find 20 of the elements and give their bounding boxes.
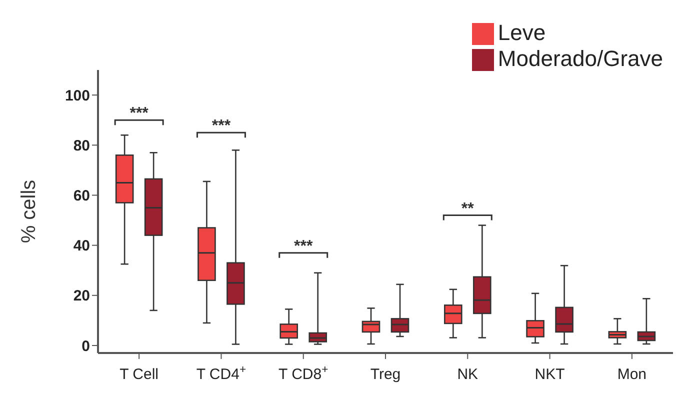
x-tick-label: Treg: [370, 366, 401, 383]
x-tick-label: NKT: [534, 366, 565, 383]
annotation: **: [461, 200, 475, 218]
y-tick-label: 0: [82, 338, 90, 355]
x-tick-label: T CD8$^{+}$: [278, 364, 329, 383]
y-tick-label: 60: [73, 188, 90, 205]
y-axis-title: % cells: [18, 180, 40, 244]
y-tick-label: 20: [73, 288, 90, 305]
y-tick-label: 100: [64, 87, 90, 104]
legend-label: Moderado/Grave: [498, 46, 663, 71]
x-tick-label: Mon: [617, 366, 647, 383]
annotation: ***: [212, 118, 232, 135]
y-tick-label: 40: [73, 238, 90, 255]
annotation: ***: [130, 105, 150, 122]
x-tick-label: NK: [457, 366, 478, 383]
x-tick-label: T Cell: [120, 366, 159, 383]
y-tick-label: 80: [73, 137, 90, 154]
annotation: ***: [294, 238, 314, 255]
legend-label: Leve: [498, 20, 546, 45]
x-tick-label: T CD4$^{+}$: [196, 364, 246, 383]
